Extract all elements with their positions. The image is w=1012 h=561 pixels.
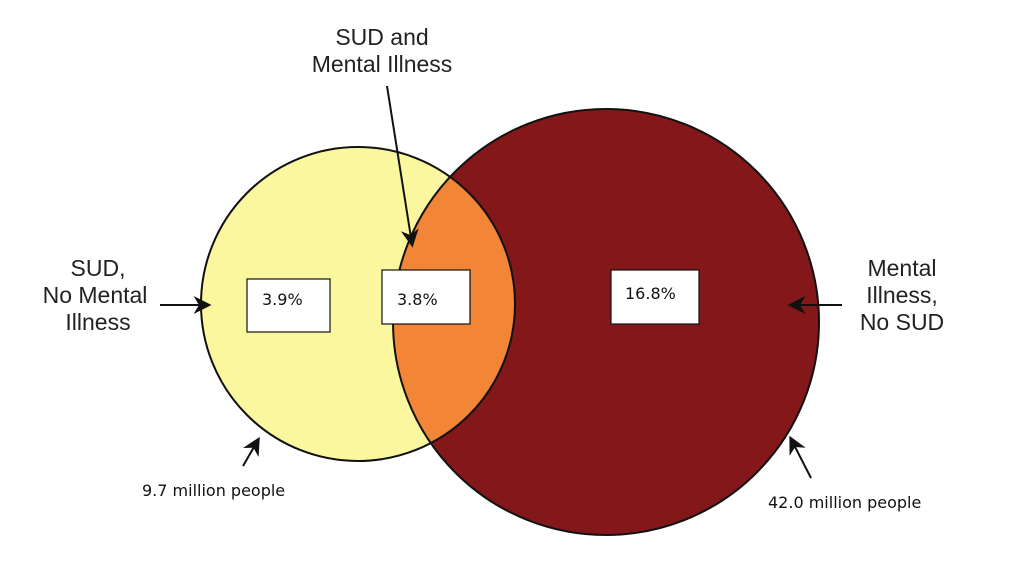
left-label-line-2: No Mental bbox=[43, 282, 148, 308]
overlap-arrow bbox=[386, 85, 419, 248]
right-caption-arrow bbox=[789, 435, 812, 479]
overlap-value: 3.8% bbox=[397, 290, 438, 309]
left-value-box bbox=[246, 278, 331, 333]
overlap-label-line-1: SUD and bbox=[335, 24, 428, 50]
right-value: 16.8% bbox=[625, 284, 676, 303]
overlap-value-box bbox=[381, 269, 471, 325]
right-value-box bbox=[610, 269, 700, 325]
overlap-label-line-2: Mental Illness bbox=[312, 51, 453, 77]
left-value: 3.9% bbox=[262, 290, 303, 309]
left-caption: 9.7 million people bbox=[142, 481, 285, 500]
right-caption: 42.0 million people bbox=[768, 493, 921, 512]
right-circle-mental-illness-no-sud bbox=[393, 109, 819, 535]
left-label-line-1: SUD, bbox=[71, 255, 126, 281]
right-label-line-3: No SUD bbox=[860, 309, 944, 335]
left-label-line-3: Illness bbox=[65, 309, 130, 335]
right-label-line-1: Mental bbox=[867, 255, 936, 281]
right-label-line-2: Illness, bbox=[866, 282, 938, 308]
left-caption-arrow bbox=[242, 436, 260, 467]
